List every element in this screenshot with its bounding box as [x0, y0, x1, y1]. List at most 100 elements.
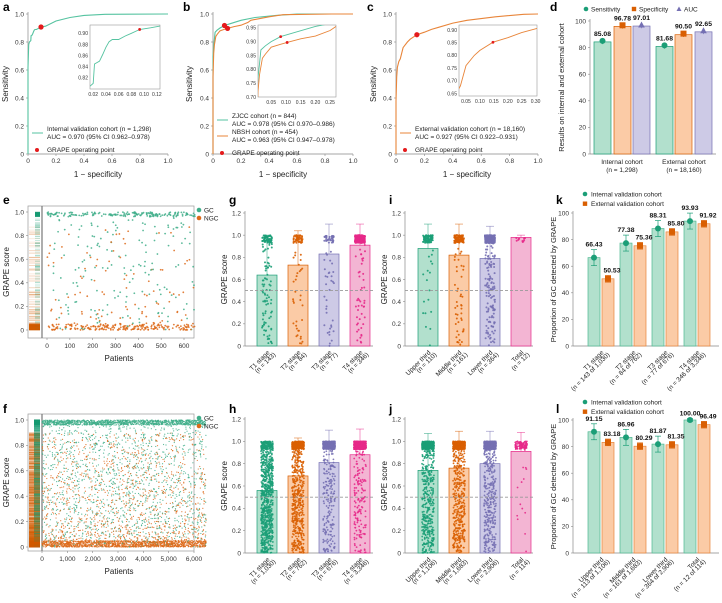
inset-x-tick-label: 0.30: [531, 99, 541, 105]
y-tick-label: 0.6: [383, 67, 392, 74]
y-tick-label: 0.2: [200, 123, 209, 130]
score-strip: [29, 211, 40, 331]
inset-y-tick-label: 0.88: [78, 42, 88, 48]
category-label: (n = 18,160): [666, 167, 701, 174]
legend-label: GRAPE operating point: [415, 147, 483, 154]
gc-point: [48, 212, 50, 215]
ngc-point: [145, 322, 148, 325]
gc-point: [180, 242, 183, 245]
inset-x-tick-label: 0.10: [139, 92, 149, 98]
category-label: (n = 1,298): [606, 167, 638, 174]
x-tick-label: 0.2: [420, 158, 429, 165]
ngc-point: [55, 323, 58, 326]
ngc-point: [132, 328, 135, 330]
gc-point: [180, 211, 183, 214]
ngc-point: [114, 323, 117, 326]
patient-points: [46, 211, 196, 331]
ngc-point: [186, 259, 189, 262]
ngc-point: [52, 261, 55, 264]
ngc-point: [182, 291, 185, 294]
gc-point: [100, 215, 103, 217]
specificity-marker: [680, 30, 687, 37]
ngc-point: [55, 318, 58, 321]
ngc-point: [51, 328, 53, 331]
y-axis-label: GRAPE score: [2, 247, 11, 297]
gc-point: [90, 278, 93, 281]
ngc-point: [141, 327, 144, 330]
gc-point: [153, 225, 156, 228]
ngc-point: [168, 328, 171, 331]
auc-marker: [700, 27, 707, 34]
gc-point: [60, 212, 63, 215]
ngc-point: [150, 324, 153, 327]
gc-point: [80, 225, 83, 227]
gc-point: [159, 215, 162, 218]
ngc-point: [128, 324, 131, 327]
gc-point: [148, 215, 151, 218]
ngc-point: [162, 327, 165, 330]
gc-point: [52, 213, 55, 216]
ngc-point: [119, 326, 122, 329]
gc-point: [169, 214, 172, 217]
y-tick-label: 0.4: [200, 95, 209, 102]
gc-point: [167, 315, 170, 318]
x-axis-label: Patients: [105, 567, 134, 576]
y-tick-label: 0.8: [200, 39, 209, 46]
legend-auc: AUC = 0.963 (95% CI 0.947–0.978): [232, 137, 335, 144]
gc-point: [134, 214, 137, 217]
ngc-point: [115, 233, 118, 236]
ngc-point: [81, 277, 83, 280]
inset-y-tick-label: 0.70: [447, 79, 457, 85]
x-tick-label: 0.2: [51, 158, 60, 165]
gc-point: [172, 228, 175, 230]
ngc-point: [158, 232, 160, 234]
gc-point: [59, 277, 62, 279]
gc-point: [141, 290, 144, 293]
y-axis-label: Sensitivity: [185, 66, 194, 102]
gc-point: [90, 222, 93, 225]
ngc-point: [102, 323, 105, 326]
ngc-point: [64, 326, 67, 329]
ngc-point: [159, 268, 162, 271]
ngc-point: [109, 328, 112, 331]
gc-point: [117, 295, 120, 298]
y-tick-label: 20: [579, 125, 587, 132]
panel-label-a: a: [3, 0, 10, 14]
ngc-point: [47, 325, 50, 328]
x-axis-label: 1 − specificity: [74, 170, 122, 179]
legend-auc: AUC = 0.978 (95% CI 0.970–0.986): [232, 121, 335, 128]
ngc-point: [185, 329, 187, 331]
gc-point: [112, 233, 114, 236]
y-tick-label: 1.0: [15, 417, 24, 424]
bar-specificity: [613, 25, 632, 155]
y-tick-label: 0.6: [15, 468, 24, 475]
inset-x-tick-label: 0.08: [126, 92, 136, 98]
ngc-point: [55, 327, 58, 330]
gc-point: [193, 308, 195, 311]
x-tick-label: 0.4: [448, 158, 457, 165]
ngc-point: [136, 324, 139, 327]
ngc-point: [125, 327, 128, 330]
x-tick-label: 3,000: [110, 556, 127, 563]
gc-point: [86, 245, 89, 248]
auc-marker: [638, 21, 645, 28]
y-tick-label: 0.8: [15, 233, 24, 240]
ngc-point: [139, 328, 142, 331]
ngc-point: [179, 325, 182, 328]
inset-y-tick-label: 0.90: [78, 31, 88, 37]
ngc-point: [192, 286, 195, 289]
inset-operating-point: [279, 35, 283, 39]
gc-point: [127, 315, 129, 317]
x-tick-label: 0.8: [320, 158, 329, 165]
gc-point: [151, 215, 154, 217]
gc-point: [152, 213, 155, 216]
gc-point: [151, 262, 154, 265]
inset-x-tick-label: 0.02: [88, 92, 98, 98]
inset-x-tick-label: 0.15: [489, 99, 499, 105]
gc-point: [133, 292, 136, 295]
gc-point: [52, 289, 55, 292]
legend-label: Sensitivity: [591, 6, 621, 13]
gc-point: [150, 269, 152, 271]
gc-point: [72, 282, 75, 284]
ngc-point: [144, 326, 147, 329]
